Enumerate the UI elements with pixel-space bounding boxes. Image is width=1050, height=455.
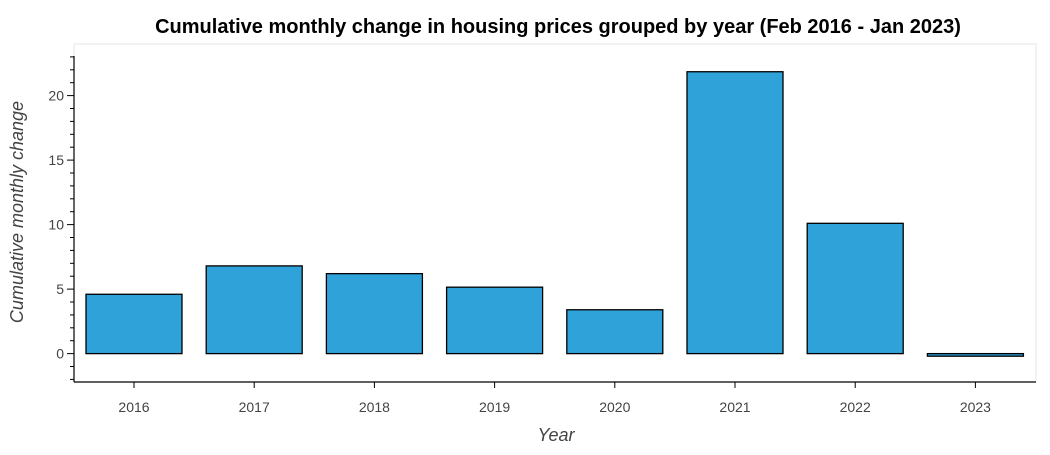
x-axis: 2016 2017 2018 2019 2020 2021 2022 2023 xyxy=(74,381,1036,415)
x-tick-label: 2018 xyxy=(359,399,390,415)
bar-2021 xyxy=(686,71,784,355)
bar-2023 xyxy=(926,352,1025,357)
y-tick-label: 20 xyxy=(48,88,64,104)
y-axis: 0 5 10 15 20 xyxy=(48,56,75,382)
x-axis-label: Year xyxy=(537,425,575,445)
x-tick-label: 2016 xyxy=(118,399,149,415)
x-tick-label: 2019 xyxy=(479,399,510,415)
x-tick-label: 2023 xyxy=(960,399,991,415)
bars-layer xyxy=(85,71,1025,357)
y-tick-label: 0 xyxy=(56,346,64,362)
bar-2020 xyxy=(566,309,664,355)
bar-2019 xyxy=(445,286,544,355)
x-tick-label: 2020 xyxy=(599,399,630,415)
y-tick-label: 5 xyxy=(56,281,64,297)
bar-2017 xyxy=(205,265,303,355)
bar-2022 xyxy=(806,222,904,355)
y-tick-label: 10 xyxy=(48,217,64,233)
x-tick-label: 2021 xyxy=(719,399,750,415)
bar-2016 xyxy=(85,293,183,355)
x-tick-label: 2017 xyxy=(239,399,270,415)
y-axis-label: Cumulative monthly change xyxy=(7,101,27,323)
chart-title: Cumulative monthly change in housing pri… xyxy=(155,16,961,38)
x-tick-label: 2022 xyxy=(840,399,871,415)
y-tick-label: 15 xyxy=(48,152,64,168)
bar-2018 xyxy=(325,272,424,355)
